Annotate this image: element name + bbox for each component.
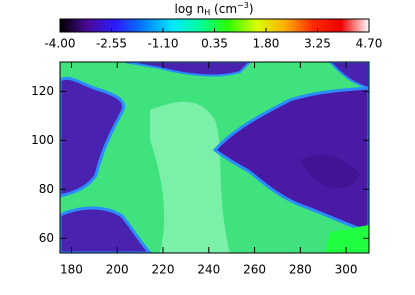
colorbar-tick-label: 4.70 — [356, 37, 383, 51]
x-tick-label: 260 — [243, 263, 266, 277]
colorbar-tick-label: 1.80 — [253, 37, 280, 51]
colorbar-tick-label: -1.10 — [147, 37, 178, 51]
density-field — [60, 62, 369, 253]
colorbar-tick-label: -2.55 — [96, 37, 127, 51]
x-tick-label: 300 — [335, 263, 358, 277]
y-tick-label: 100 — [31, 133, 54, 147]
colorbar-tick-label: 3.25 — [304, 37, 331, 51]
colorbar-tick-label: -4.00 — [44, 37, 75, 51]
colorbar-title: log nH (cm−3) — [174, 1, 253, 17]
x-tick-label: 240 — [197, 263, 220, 277]
colorbar-tick-label: 0.35 — [201, 37, 228, 51]
x-tick-label: 280 — [289, 263, 312, 277]
x-tick-label: 220 — [152, 263, 175, 277]
y-tick-label: 120 — [31, 84, 54, 98]
x-tick-label: 200 — [106, 263, 129, 277]
y-tick-label: 60 — [39, 231, 54, 245]
x-tick-label: 180 — [60, 263, 83, 277]
y-tick-label: 80 — [39, 182, 54, 196]
plot-frame — [59, 61, 370, 254]
